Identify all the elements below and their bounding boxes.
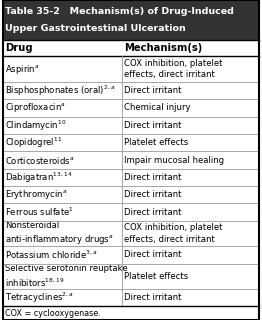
Text: Bisphosphonates (oral)$^{2,a}$: Bisphosphonates (oral)$^{2,a}$ <box>5 84 116 98</box>
Text: Direct irritant: Direct irritant <box>124 86 182 95</box>
Text: COX inhibition, platelet
effects, direct irritant: COX inhibition, platelet effects, direct… <box>124 59 223 79</box>
Text: Mechanism(s): Mechanism(s) <box>124 43 203 53</box>
Text: Aspirin$^{a}$: Aspirin$^{a}$ <box>5 63 40 76</box>
Text: Clopidogrel$^{11}$: Clopidogrel$^{11}$ <box>5 135 63 150</box>
Text: Dabigatran$^{13,14}$: Dabigatran$^{13,14}$ <box>5 170 73 185</box>
Bar <box>3 169 259 186</box>
Bar <box>3 117 259 134</box>
Bar <box>3 186 259 203</box>
Text: Direct irritant: Direct irritant <box>124 121 182 130</box>
Bar <box>3 221 259 246</box>
Text: Selective serotonin reuptake
inhibitors$^{18,19}$: Selective serotonin reuptake inhibitors$… <box>5 264 128 289</box>
Text: Table 35-2   Mechanism(s) of Drug-Induced: Table 35-2 Mechanism(s) of Drug-Induced <box>5 7 234 16</box>
Bar <box>3 151 259 169</box>
Text: Potassium chloride$^{3,a}$: Potassium chloride$^{3,a}$ <box>5 249 98 261</box>
Text: Platelet effects: Platelet effects <box>124 272 189 281</box>
Bar <box>3 134 259 151</box>
Text: Ciprofloxacin$^{a}$: Ciprofloxacin$^{a}$ <box>5 101 66 115</box>
Bar <box>3 82 259 99</box>
Text: Platelet effects: Platelet effects <box>124 138 189 147</box>
Text: Direct irritant: Direct irritant <box>124 293 182 302</box>
Text: Direct irritant: Direct irritant <box>124 173 182 182</box>
Text: Corticosteroids$^{a}$: Corticosteroids$^{a}$ <box>5 155 75 165</box>
Bar <box>3 56 259 82</box>
Bar <box>3 203 259 221</box>
Bar <box>3 264 259 289</box>
Bar <box>3 289 259 306</box>
Text: Drug: Drug <box>5 43 33 53</box>
Text: Direct irritant: Direct irritant <box>124 250 182 260</box>
Bar <box>3 246 259 264</box>
Bar <box>3 0 259 40</box>
Text: Chemical injury: Chemical injury <box>124 103 191 112</box>
Text: Direct irritant: Direct irritant <box>124 208 182 217</box>
Bar <box>3 99 259 117</box>
Text: COX inhibition, platelet
effects, direct irritant: COX inhibition, platelet effects, direct… <box>124 223 223 244</box>
Text: COX = cyclooxygenase.: COX = cyclooxygenase. <box>5 309 101 318</box>
Text: Clindamycin$^{10}$: Clindamycin$^{10}$ <box>5 118 67 132</box>
Text: Nonsteroidal
anti-inflammatory drugs$^{a}$: Nonsteroidal anti-inflammatory drugs$^{a… <box>5 221 114 246</box>
Text: Erythromycin$^{a}$: Erythromycin$^{a}$ <box>5 188 68 201</box>
Text: Ferrous sulfate$^{1}$: Ferrous sulfate$^{1}$ <box>5 206 74 218</box>
Text: Tetracyclines$^{2,a}$: Tetracyclines$^{2,a}$ <box>5 291 74 305</box>
Text: Impair mucosal healing: Impair mucosal healing <box>124 156 225 164</box>
Text: Direct irritant: Direct irritant <box>124 190 182 199</box>
Text: Upper Gastrointestinal Ulceration: Upper Gastrointestinal Ulceration <box>5 24 186 33</box>
Bar <box>3 40 259 56</box>
